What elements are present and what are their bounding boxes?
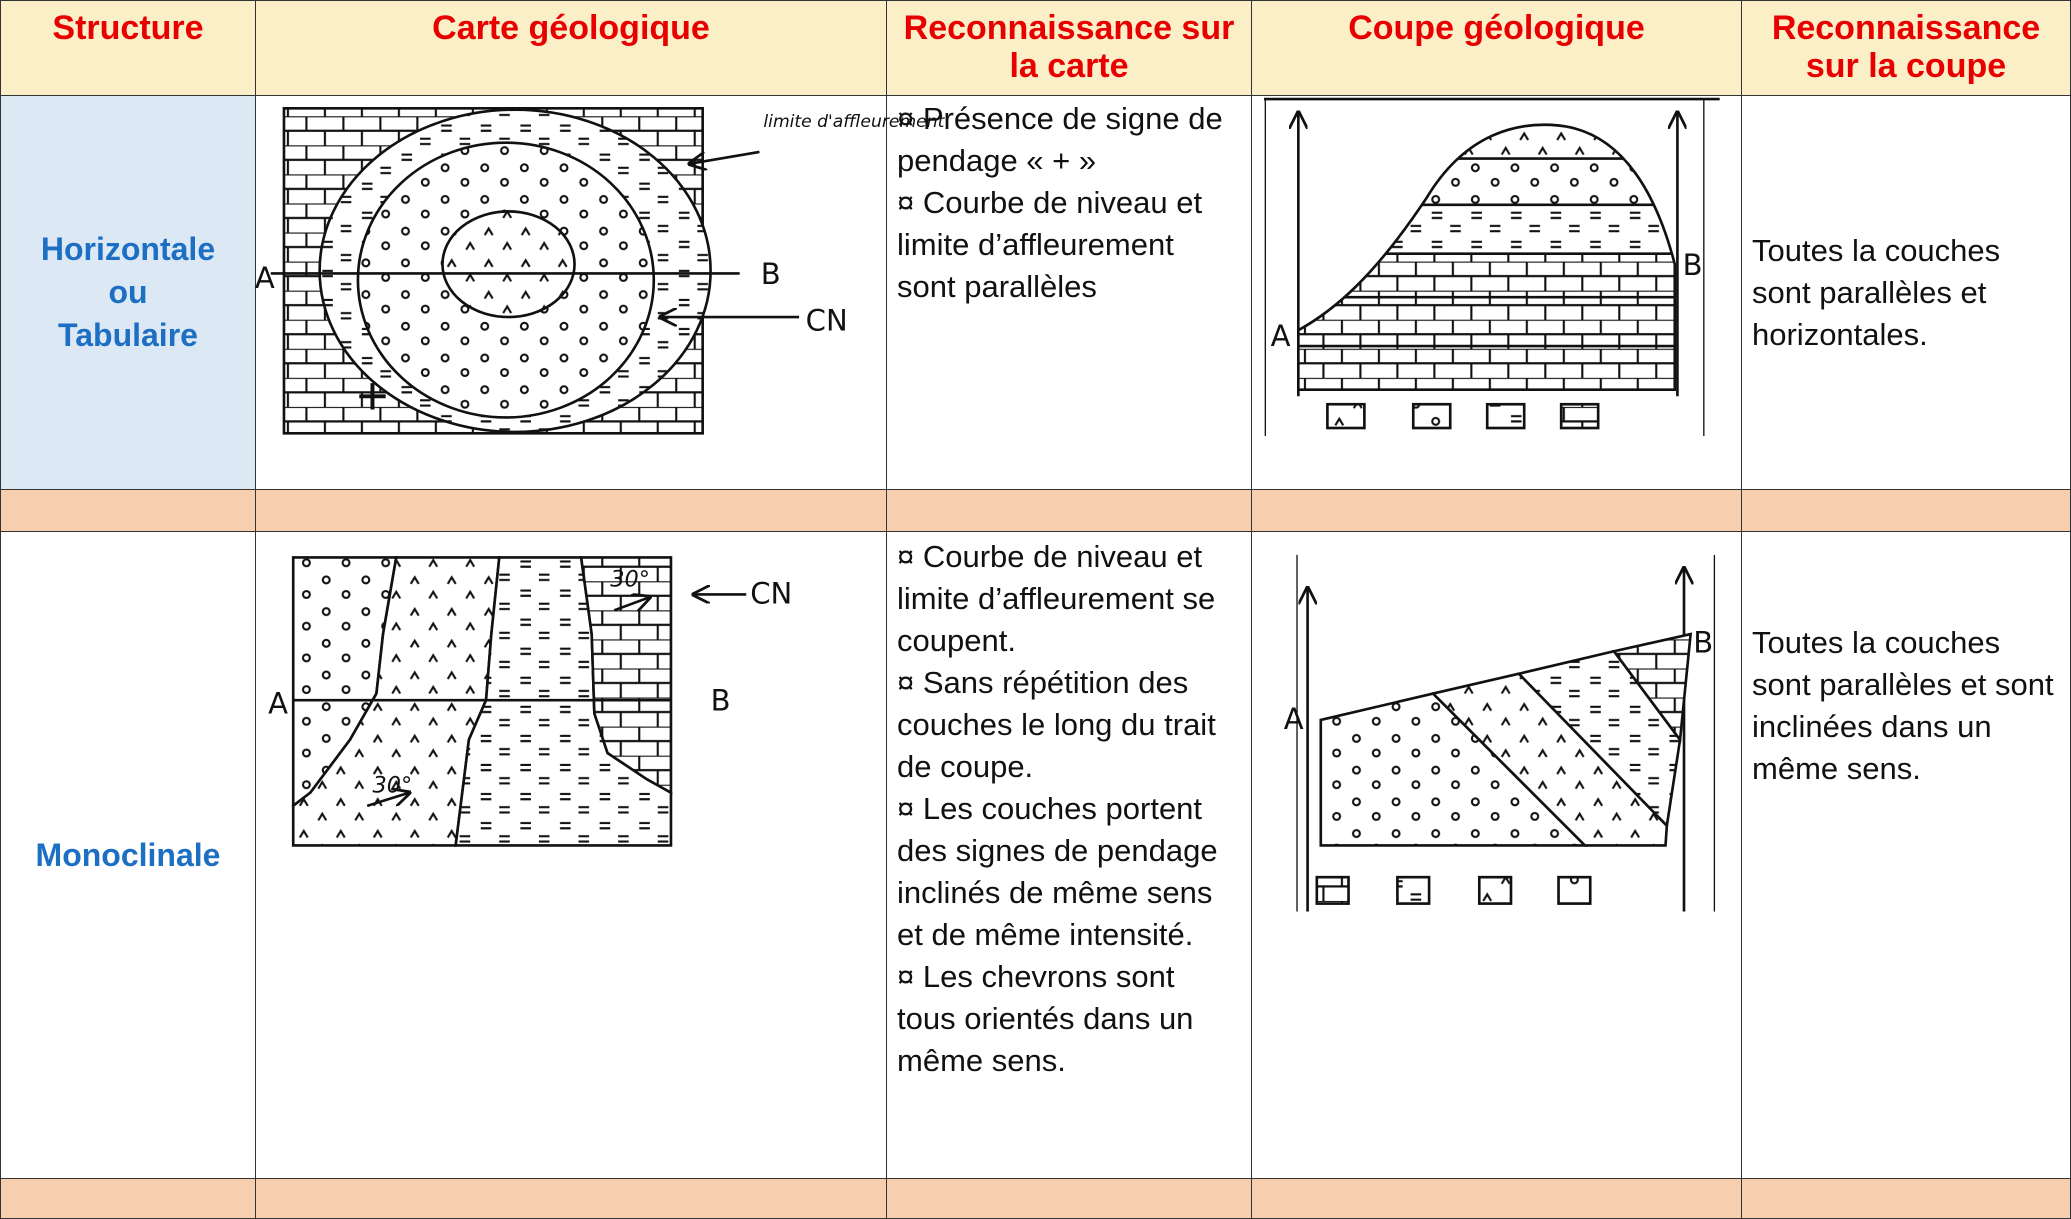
section-cell xyxy=(1251,531,1742,1179)
structure-line: Tabulaire xyxy=(58,317,198,353)
section-recognition-cell: Toutes la couches sont parallèles et son… xyxy=(1741,531,2071,1179)
header-cell: Reconnaissance sur la carte xyxy=(886,0,1252,96)
structure-line: Horizontale xyxy=(40,231,216,267)
map-cell xyxy=(255,531,887,1179)
recognition-item: ¤ Courbe de niveau et limite d’affleurem… xyxy=(897,185,1203,304)
recognition-cell: ¤ Courbe de niveau et limite d’affleurem… xyxy=(886,531,1252,1179)
empty-cell xyxy=(0,1178,256,1219)
recognition-item: ¤ Présence de signe de pendage « + » xyxy=(897,101,1223,178)
empty-cell xyxy=(1251,1178,1742,1219)
separator-row xyxy=(0,1178,2071,1219)
header-cell: Carte géologique xyxy=(255,0,887,96)
empty-cell xyxy=(1741,489,2071,532)
recognition-item: ¤ Sans répétition des couches le long du… xyxy=(897,665,1216,784)
header-cell: Structure xyxy=(0,0,256,96)
empty-cell xyxy=(886,1178,1252,1219)
empty-cell xyxy=(255,489,887,532)
structure-cell: Monoclinale xyxy=(0,531,256,1179)
structure-line: ou xyxy=(108,274,148,310)
header-cell: Reconnaissance sur la coupe xyxy=(1741,0,2071,96)
recognition-item: ¤ Les couches portent des signes de pend… xyxy=(897,791,1218,952)
structure-cell: Horizontale ou Tabulaire xyxy=(0,95,256,490)
section-recognition: Toutes la couches sont parallèles et son… xyxy=(1752,625,2054,786)
section-recognition-cell: Toutes la couches sont parallèles et hor… xyxy=(1741,95,2071,490)
empty-cell xyxy=(886,489,1252,532)
recognition-cell: ¤ Présence de signe de pendage « + » ¤ C… xyxy=(886,95,1252,490)
row: Monoclinale ¤ Courbe de niveau et limite… xyxy=(0,531,2071,1179)
empty-cell xyxy=(0,489,256,532)
empty-cell xyxy=(255,1178,887,1219)
section-cell xyxy=(1251,95,1742,490)
recognition-item: ¤ Courbe de niveau et limite d’affleurem… xyxy=(897,539,1216,658)
header-row: Structure Carte géologique Reconnaissanc… xyxy=(0,0,2071,96)
section-recognition: Toutes la couches sont parallèles et hor… xyxy=(1752,232,2001,352)
recognition-item: ¤ Les chevrons sont tous orientés dans u… xyxy=(897,959,1194,1078)
row: Horizontale ou Tabulaire ¤ Présence de s… xyxy=(0,95,2071,490)
structure-line: Monoclinale xyxy=(35,836,221,873)
header-cell: Coupe géologique xyxy=(1251,0,1742,96)
empty-cell xyxy=(1251,489,1742,532)
map-cell xyxy=(255,95,887,490)
separator-row xyxy=(0,489,2071,532)
empty-cell xyxy=(1741,1178,2071,1219)
